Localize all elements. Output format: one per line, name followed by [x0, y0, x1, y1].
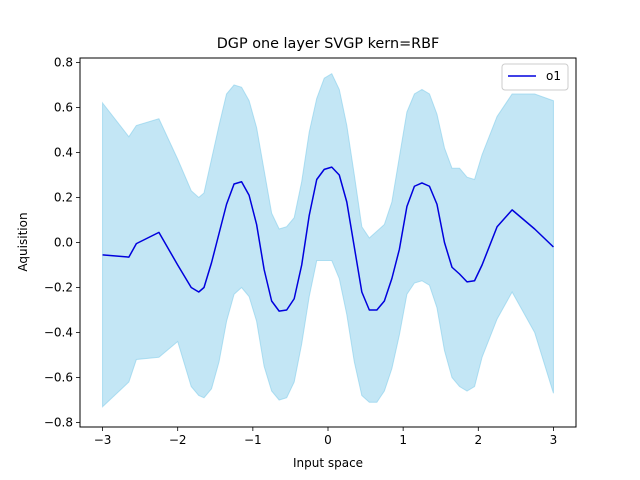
- x-tick-label: −3: [94, 433, 112, 447]
- y-tick-label: −0.4: [44, 326, 73, 340]
- y-tick-label: −0.2: [44, 281, 73, 295]
- x-tick-label: −1: [244, 433, 262, 447]
- chart-title: DGP one layer SVGP kern=RBF: [217, 36, 440, 52]
- legend: o1: [501, 63, 569, 91]
- legend-label-o1: o1: [546, 69, 561, 83]
- plot-area: [102, 73, 554, 408]
- x-axis: −3 −2 −1 0 1 2 3: [94, 427, 558, 447]
- plot-frame: [79, 57, 577, 428]
- x-axis-label: Input space: [293, 456, 363, 470]
- x-tick-label: 2: [474, 433, 482, 447]
- y-axis: −0.8 −0.6 −0.4 −0.2 0.0 0.2 0.4 0.6 0.8: [44, 56, 80, 430]
- y-tick-label: −0.8: [44, 416, 73, 430]
- x-tick-label: −2: [169, 433, 187, 447]
- y-tick-label: 0.6: [54, 101, 73, 115]
- legend-box: [501, 63, 569, 91]
- y-tick-label: 0.4: [54, 146, 73, 160]
- y-tick-label: −0.6: [44, 371, 73, 385]
- y-axis-label: Aquisition: [16, 212, 30, 271]
- y-tick-label: 0.0: [54, 236, 73, 250]
- y-tick-label: 0.8: [54, 56, 73, 70]
- confidence-band: [102, 73, 554, 408]
- series-line-o1: [102, 166, 554, 312]
- y-tick-label: 0.2: [54, 191, 73, 205]
- x-tick-label: 0: [324, 433, 332, 447]
- x-tick-label: 1: [399, 433, 407, 447]
- x-tick-label: 3: [550, 433, 558, 447]
